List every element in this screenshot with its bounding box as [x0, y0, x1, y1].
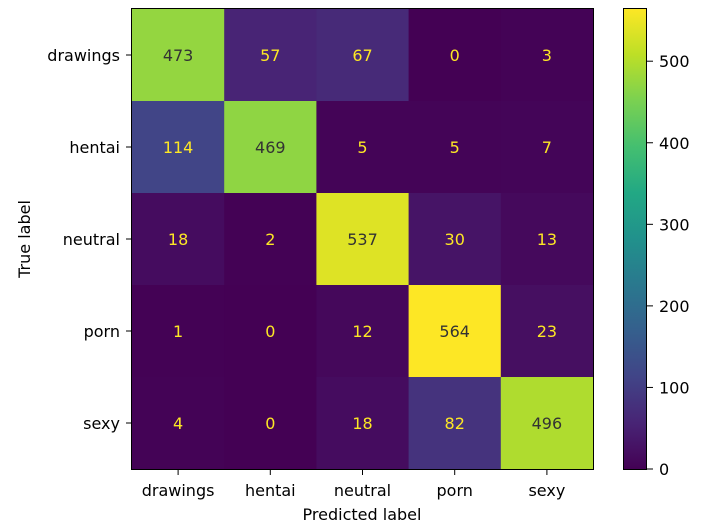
matrix-cell: [500, 193, 594, 286]
cell-value-label: 3: [542, 46, 552, 65]
y-tick-label: hentai: [69, 138, 120, 157]
cell-value-label: 469: [255, 138, 286, 157]
matrix-cell: [224, 193, 317, 286]
cell-value-label: 537: [347, 230, 378, 249]
cell-value-label: 496: [532, 414, 563, 433]
x-tick-label: drawings: [142, 481, 215, 500]
matrix-cell: [500, 9, 594, 102]
cell-value-label: 82: [445, 414, 465, 433]
matrix-cell: [224, 101, 317, 194]
y-axis: drawings hentai neutral porn sexy: [47, 46, 132, 433]
matrix-cell: [408, 101, 502, 194]
cell-value-label: 114: [163, 138, 194, 157]
cell-value-label: 0: [450, 46, 460, 65]
colorbar-axis: 0 100 200 300 400 500: [647, 52, 690, 479]
matrix-cell: [500, 285, 594, 378]
matrix-cell: [500, 377, 594, 470]
cell-value-label: 23: [537, 322, 557, 341]
matrix-cell: [224, 9, 317, 102]
matrix-cell: [500, 101, 594, 194]
matrix-cell: [408, 9, 502, 102]
cell-value-label: 5: [357, 138, 367, 157]
cell-value-label: 4: [173, 414, 183, 433]
matrix-cell: [224, 377, 317, 470]
cell-value-label: 30: [445, 230, 465, 249]
y-axis-label: True label: [15, 200, 34, 279]
matrix-cell: [132, 193, 225, 286]
cell-value-label: 2: [265, 230, 275, 249]
x-axis-label: Predicted label: [303, 505, 422, 524]
colorbar-tick-label: 0: [659, 460, 669, 479]
matrix-cell: [316, 285, 410, 378]
matrix-cell: [316, 9, 410, 102]
x-tick-label: neutral: [334, 481, 391, 500]
y-tick-label: drawings: [47, 46, 120, 65]
cell-value-label: 12: [352, 322, 372, 341]
x-tick-label: porn: [437, 481, 473, 500]
colorbar-tick-label: 400: [659, 134, 690, 153]
cell-value-label: 0: [265, 322, 275, 341]
cell-value-label: 67: [352, 46, 372, 65]
cell-value-label: 473: [163, 46, 194, 65]
matrix-cell: [132, 377, 225, 470]
matrix-cell: [132, 9, 225, 102]
colorbar-tick-label: 300: [659, 215, 690, 234]
matrix-cell: [408, 285, 502, 378]
colorbar-tick-label: 100: [659, 378, 690, 397]
matrix-cell: [224, 285, 317, 378]
matrix-cell: [408, 193, 502, 286]
cell-value-label: 18: [168, 230, 188, 249]
colorbar-tick-label: 500: [659, 52, 690, 71]
y-tick-label: sexy: [83, 414, 120, 433]
matrix-cell: [132, 101, 225, 194]
x-tick-label: sexy: [528, 481, 565, 500]
cell-value-label: 0: [265, 414, 275, 433]
cell-value-label: 7: [542, 138, 552, 157]
matrix-cell: [316, 101, 410, 194]
cell-value-label: 1: [173, 322, 183, 341]
cell-value-label: 57: [260, 46, 280, 65]
x-axis: drawings hentai neutral porn sexy: [142, 469, 565, 500]
matrix-cell: [316, 377, 410, 470]
cell-value-label: 564: [439, 322, 470, 341]
colorbar: [623, 8, 647, 470]
y-tick-label: porn: [84, 322, 120, 341]
matrix-cell: [408, 377, 502, 470]
cell-value-label: 13: [537, 230, 557, 249]
cell-value-label: 5: [450, 138, 460, 157]
cell-value-label: 18: [352, 414, 372, 433]
matrix-cell: [316, 193, 410, 286]
matrix-cell: [132, 285, 225, 378]
x-tick-label: hentai: [245, 481, 296, 500]
colorbar-tick-label: 200: [659, 297, 690, 316]
y-tick-label: neutral: [63, 230, 120, 249]
